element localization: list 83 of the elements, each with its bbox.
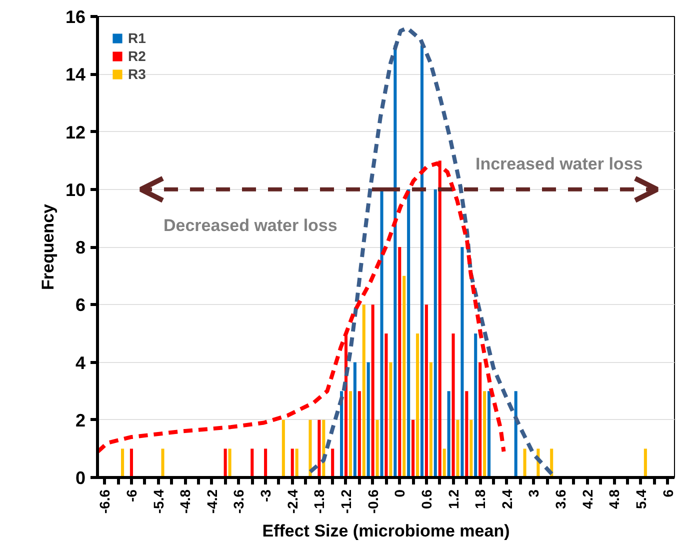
bar	[380, 189, 384, 478]
y-tick-label: 12	[65, 122, 86, 142]
bar	[460, 247, 464, 478]
bar	[407, 189, 410, 478]
bar	[290, 448, 294, 478]
bar	[331, 448, 334, 478]
annotation: Increased water loss	[475, 154, 643, 174]
x-tick-label: -5.4	[150, 489, 166, 514]
bar	[318, 420, 321, 478]
bar	[402, 276, 406, 478]
x-tick-label: 4.2	[579, 489, 596, 509]
bar	[384, 333, 388, 478]
legend-label: R1	[128, 30, 147, 46]
bar	[478, 362, 482, 478]
legend-label: R3	[128, 66, 147, 82]
bar	[474, 333, 478, 478]
bar	[161, 448, 164, 478]
bar	[348, 391, 352, 478]
bar	[282, 420, 285, 478]
bar	[447, 391, 450, 478]
annotation: Decreased water loss	[163, 216, 338, 235]
bar	[224, 448, 227, 478]
bar	[465, 391, 468, 478]
bar	[389, 362, 392, 478]
bar	[420, 45, 424, 478]
bar	[429, 362, 432, 478]
bar	[371, 304, 374, 478]
legend-label: R2	[128, 48, 147, 64]
bar	[366, 362, 370, 478]
x-tick-label: -6.6	[96, 489, 113, 514]
bar	[308, 420, 312, 478]
bar	[358, 391, 361, 478]
x-tick-label: 3	[526, 489, 542, 498]
bar	[470, 420, 473, 478]
bar	[398, 247, 402, 478]
x-tick-label: -1.2	[338, 489, 354, 514]
x-tick-label: -4.2	[204, 489, 220, 514]
bar	[295, 448, 298, 478]
x-tick-label: 6	[660, 489, 676, 498]
bar	[228, 448, 232, 478]
x-tick-label: 0.6	[418, 489, 434, 509]
x-tick-label: 5.4	[632, 489, 649, 509]
y-tick-label: 2	[75, 410, 86, 430]
y-tick-label: 8	[75, 238, 86, 258]
bar	[121, 448, 124, 478]
x-tick-label: 4.8	[606, 489, 622, 509]
x-tick-label: -3.6	[230, 489, 247, 514]
y-axis-title: Frequency	[38, 203, 58, 290]
bar	[483, 391, 486, 478]
x-axis-title: Effect Size (microbiome mean)	[262, 522, 510, 541]
x-tick-label: 2.4	[498, 489, 515, 509]
bar	[416, 333, 420, 478]
y-tick-label: 14	[65, 64, 86, 85]
x-tick-label: 0	[392, 489, 408, 498]
bar	[376, 420, 379, 478]
y-tick-label: 6	[75, 295, 86, 316]
bar	[130, 448, 133, 478]
bar	[456, 420, 460, 478]
x-tick-label: -3	[258, 489, 274, 502]
x-tick-label: -4.8	[177, 489, 194, 514]
bar	[394, 45, 397, 478]
bar	[434, 189, 437, 478]
bar	[452, 333, 455, 478]
x-tick-label: 3.6	[552, 489, 569, 509]
y-tick-label: 4	[75, 352, 86, 373]
bar	[488, 391, 491, 478]
bar	[362, 304, 366, 478]
bar	[353, 362, 356, 478]
bar	[264, 448, 268, 478]
bar	[250, 448, 254, 478]
x-tick-label: -2.4	[284, 489, 300, 514]
bar	[412, 420, 415, 478]
bar	[523, 448, 526, 478]
x-tick-label: -6	[123, 489, 140, 502]
x-tick-label: -0.6	[364, 489, 381, 514]
bar	[424, 304, 428, 478]
x-tick-label: -1.8	[311, 489, 328, 514]
x-tick-label: 1.8	[472, 489, 488, 509]
bar	[644, 448, 647, 478]
y-tick-label: 10	[65, 180, 86, 200]
y-tick-label: 16	[65, 7, 86, 27]
bar	[442, 448, 446, 478]
x-tick-label: 1.2	[445, 489, 462, 509]
